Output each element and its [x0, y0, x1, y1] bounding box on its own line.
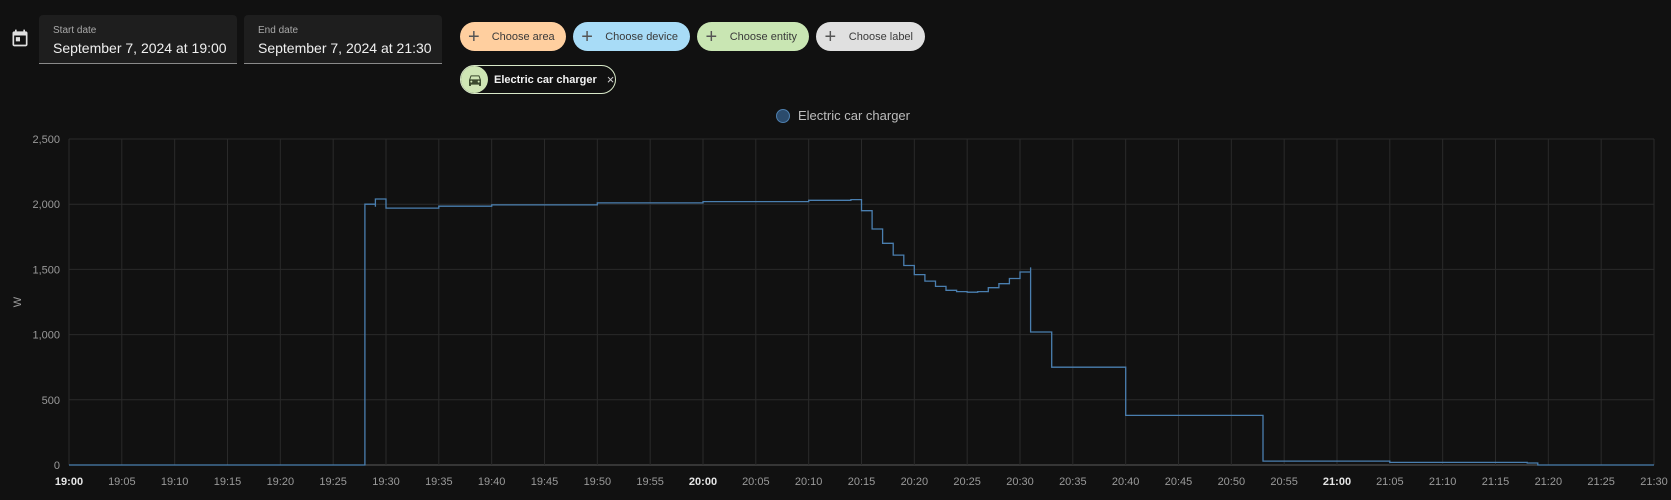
x-tick-label: 20:15 — [848, 476, 876, 488]
x-tick-label: 20:20 — [901, 476, 929, 488]
choose-entity-button[interactable]: + Choose entity — [697, 22, 809, 51]
x-tick-label: 20:25 — [953, 476, 981, 488]
y-tick-label: 500 — [42, 395, 60, 407]
choose-device-label: Choose device — [605, 30, 678, 43]
y-axis: 0 500 1,000 1,500 2,000 2,500 — [32, 134, 60, 472]
car-charger-icon — [461, 66, 488, 93]
x-axis: 19:00 19:05 19:10 19:15 19:20 19:25 19:30 19:35… — [55, 476, 1668, 488]
x-tick-label: 19:20 — [267, 476, 295, 488]
x-tick-label: 21:25 — [1587, 476, 1615, 488]
x-tick-label: 21:15 — [1482, 476, 1510, 488]
x-tick-label: 20:30 — [1006, 476, 1034, 488]
y-tick-label: 2,000 — [32, 199, 60, 211]
choose-entity-label: Choose entity — [729, 30, 797, 43]
chart-grid — [68, 138, 1655, 466]
x-tick-label: 20:00 — [689, 476, 717, 488]
x-tick-label: 20:55 — [1270, 476, 1298, 488]
x-tick-label: 19:30 — [372, 476, 400, 488]
x-tick-label: 20:05 — [742, 476, 770, 488]
plus-icon: + — [705, 25, 718, 48]
chart-legend-item[interactable]: Electric car charger — [776, 108, 910, 123]
legend-swatch — [776, 108, 790, 123]
x-tick-label: 19:00 — [55, 476, 83, 488]
x-tick-label: 21:30 — [1640, 476, 1668, 488]
choose-label-button[interactable]: + Choose label — [816, 22, 925, 51]
x-tick-label: 19:15 — [214, 476, 242, 488]
x-tick-label: 19:45 — [531, 476, 559, 488]
x-tick-label: 20:35 — [1059, 476, 1087, 488]
choose-area-label: Choose area — [491, 30, 555, 43]
x-tick-label: 20:10 — [795, 476, 823, 488]
selected-entity-name: Electric car charger — [494, 73, 597, 86]
x-tick-label: 20:40 — [1112, 476, 1140, 488]
start-date-field[interactable]: Start date September 7, 2024 at 19:00 — [39, 15, 237, 64]
end-date-value: September 7, 2024 at 21:30 — [258, 40, 432, 56]
end-date-label: End date — [258, 25, 299, 36]
y-tick-label: 1,500 — [32, 264, 60, 276]
y-axis-label: W — [12, 296, 24, 307]
plus-icon: + — [824, 25, 837, 48]
plus-icon: + — [468, 25, 480, 48]
remove-entity-icon[interactable]: × — [606, 72, 615, 87]
x-tick-label: 21:05 — [1376, 476, 1404, 488]
series-line-electric-car-charger[interactable] — [69, 198, 1654, 466]
x-tick-label: 20:50 — [1218, 476, 1246, 488]
x-tick-label: 19:55 — [636, 476, 664, 488]
x-tick-label: 21:00 — [1323, 476, 1351, 488]
choose-device-button[interactable]: + Choose device — [573, 22, 690, 51]
x-tick-label: 19:05 — [108, 476, 136, 488]
y-tick-label: 0 — [54, 460, 60, 472]
legend-label: Electric car charger — [798, 108, 910, 123]
start-date-label: Start date — [53, 25, 97, 36]
x-tick-label: 21:20 — [1535, 476, 1563, 488]
x-tick-label: 19:10 — [161, 476, 189, 488]
x-tick-label: 19:25 — [319, 476, 347, 488]
x-tick-label: 20:45 — [1165, 476, 1193, 488]
choose-area-button[interactable]: + Choose area — [460, 22, 566, 51]
choose-label-label: Choose label — [848, 30, 913, 43]
x-tick-label: 21:10 — [1429, 476, 1457, 488]
calendar-icon[interactable] — [10, 28, 30, 48]
selected-entity-chip[interactable]: Electric car charger × — [460, 65, 616, 94]
end-date-field[interactable]: End date September 7, 2024 at 21:30 — [244, 15, 442, 64]
x-tick-label: 19:50 — [584, 476, 612, 488]
x-tick-label: 19:40 — [478, 476, 506, 488]
y-tick-label: 1,000 — [32, 330, 60, 342]
plus-icon: + — [581, 25, 593, 48]
start-date-value: September 7, 2024 at 19:00 — [53, 40, 227, 56]
y-tick-label: 2,500 — [32, 134, 60, 146]
x-tick-label: 19:35 — [425, 476, 453, 488]
